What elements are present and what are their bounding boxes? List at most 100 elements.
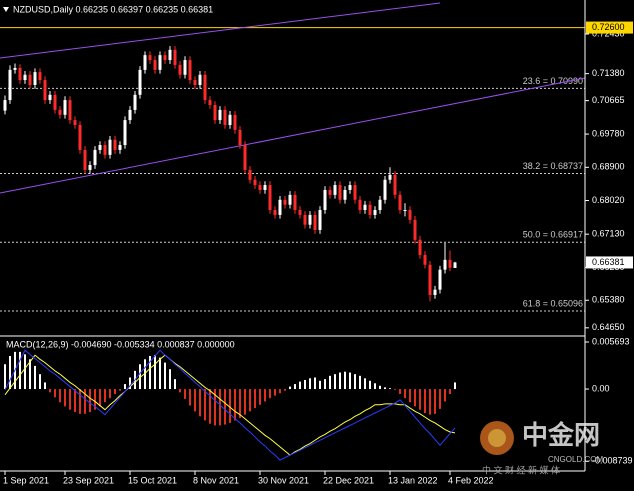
histogram-bar xyxy=(104,389,106,403)
x-tick-label: 4 Feb 2022 xyxy=(448,475,494,485)
candle-body xyxy=(338,185,342,200)
candle-body xyxy=(103,145,107,155)
candle-body xyxy=(163,55,167,61)
histogram-bar xyxy=(124,384,126,390)
candle-body xyxy=(448,259,452,268)
histogram-bar xyxy=(279,389,281,394)
candle-body xyxy=(268,185,272,210)
histogram-bar xyxy=(414,389,416,407)
candle-body xyxy=(363,204,367,210)
histogram-bar xyxy=(194,389,196,412)
candle-body xyxy=(278,199,282,215)
candle-body xyxy=(33,72,37,85)
candle-body xyxy=(93,149,97,166)
histogram-bar xyxy=(294,384,296,390)
candle-body xyxy=(243,145,247,170)
histogram-bar xyxy=(239,389,241,418)
y-tick-label: 0.71380 xyxy=(592,68,625,78)
candle-body xyxy=(438,269,442,290)
histogram-bar xyxy=(269,389,271,399)
histogram-bar xyxy=(434,389,436,414)
symbol-icon xyxy=(3,7,9,12)
candles xyxy=(3,46,457,302)
channel-lower xyxy=(0,77,586,194)
histogram-bar xyxy=(119,389,121,391)
candle-body xyxy=(218,109,222,121)
histogram-bar xyxy=(444,389,446,402)
candle-body xyxy=(248,169,252,180)
candle-body xyxy=(233,114,237,130)
candle-body xyxy=(258,185,262,190)
candle-body xyxy=(203,74,207,101)
macd-tick-label: 0.005693 xyxy=(592,336,630,346)
y-tick-label: 0.69780 xyxy=(592,128,625,138)
histogram-bar xyxy=(224,389,226,425)
histogram-bar xyxy=(214,389,216,426)
watermark-site: CNGOLD.COM xyxy=(548,455,603,464)
macd-panel xyxy=(4,349,456,461)
candle-body xyxy=(418,239,422,255)
candle-body xyxy=(63,100,67,115)
candle-body xyxy=(23,74,27,81)
histogram-bar xyxy=(44,382,46,390)
histogram-bar xyxy=(219,389,221,426)
candle-body xyxy=(58,109,62,115)
candle-body xyxy=(18,67,22,81)
histogram-bar xyxy=(114,389,116,394)
candle-body xyxy=(13,67,17,70)
candle-body xyxy=(173,49,177,65)
candle-body xyxy=(123,120,127,146)
histogram-bar xyxy=(394,389,396,390)
histogram-bar xyxy=(39,374,41,390)
histogram-bar xyxy=(354,374,356,390)
candle-body xyxy=(453,262,457,268)
candle-body xyxy=(88,165,92,170)
candle-body xyxy=(348,185,352,190)
candle-body xyxy=(443,259,447,270)
histogram-bar xyxy=(364,378,366,390)
fib-label: 23.6 = 0.70990 xyxy=(523,76,583,86)
histogram-bar xyxy=(19,351,21,390)
candle-body xyxy=(298,209,302,215)
candle-body xyxy=(108,139,112,155)
candle-body xyxy=(253,179,257,186)
histogram-bar xyxy=(429,389,431,415)
histogram-bar xyxy=(164,362,166,390)
histogram-bar xyxy=(34,365,36,390)
candle-body xyxy=(118,145,122,150)
histogram-bar xyxy=(29,359,31,390)
candle-body xyxy=(48,94,52,101)
level-box xyxy=(586,21,633,34)
candle-body xyxy=(393,174,397,195)
candle-body xyxy=(143,55,147,70)
histogram-bar xyxy=(329,375,331,390)
candle-body xyxy=(283,199,287,205)
histogram-bar xyxy=(449,389,451,394)
histogram-bar xyxy=(314,377,316,390)
x-tick-label: 1 Sep 2021 xyxy=(3,475,49,485)
histogram-bar xyxy=(384,387,386,390)
histogram-bar xyxy=(349,372,351,390)
candle-body xyxy=(413,219,417,240)
candle-body xyxy=(28,74,32,85)
histogram-bar xyxy=(79,389,81,414)
candle-body xyxy=(73,120,77,126)
candle-body xyxy=(223,109,227,126)
histogram-bar xyxy=(9,356,11,390)
histogram-bar xyxy=(54,389,56,398)
candle-body xyxy=(398,194,402,210)
candle-body xyxy=(313,214,317,231)
histogram-bar xyxy=(149,356,151,390)
candle-body xyxy=(423,254,427,265)
candle-body xyxy=(183,60,187,75)
histogram-bar xyxy=(184,389,186,399)
fib-label: 61.8 = 0.65096 xyxy=(523,298,583,308)
histogram-bar xyxy=(59,389,61,403)
histogram-bar xyxy=(199,389,201,417)
watermark-logo-inner xyxy=(488,429,506,447)
candle-body xyxy=(53,94,57,110)
histogram-bar xyxy=(404,389,406,399)
current-price-label: 0.66381 xyxy=(592,257,625,267)
histogram-bar xyxy=(74,389,76,413)
